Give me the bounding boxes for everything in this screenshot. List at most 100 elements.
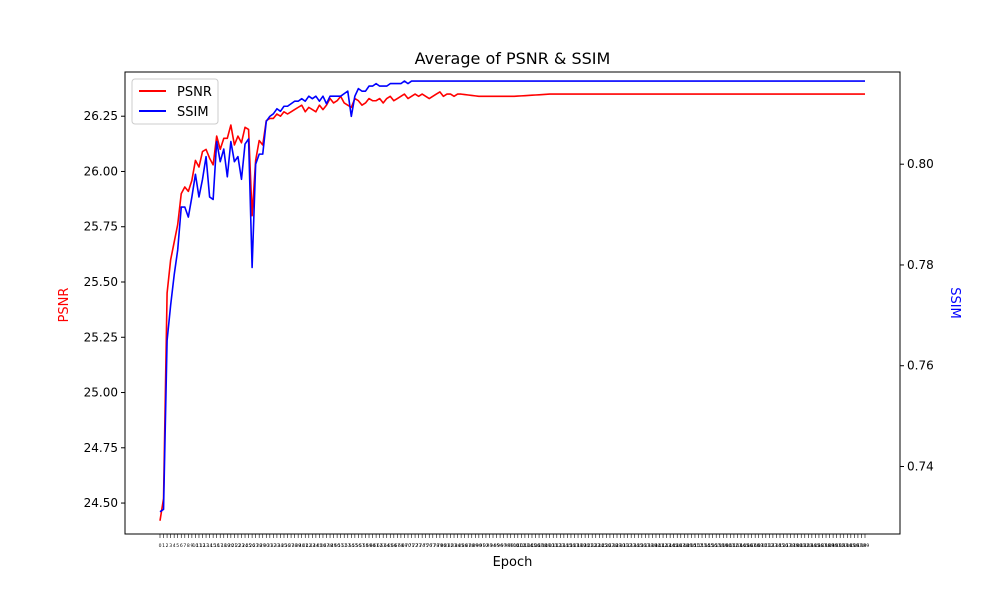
x-tick-label: 174 [772,543,781,549]
right-tick-label: 0.78 [907,258,934,272]
x-tick-label: 135 [634,543,643,549]
x-tick-label: 123 [591,543,600,549]
x-tick-label: 10 [193,543,199,549]
x-tick-label: 115 [563,543,572,549]
x-axis-label: Epoch [493,555,533,570]
left-axis-label: PSNR [57,288,72,323]
x-tick-label: 175 [776,543,785,549]
x-tick-label: 149 [684,543,693,549]
x-tick-label: 168 [751,543,760,549]
x-tick-label: 6 [180,543,183,549]
x-tick-label: 121 [584,543,593,549]
x-tick-label: 72 [412,543,418,549]
x-tick-label: 111 [549,543,558,549]
x-tick-label: 7 [183,543,186,549]
left-tick-label: 25.50 [84,275,118,289]
x-tick-label: 162 [730,543,739,549]
x-tick-label: 74 [419,543,425,549]
x-tick-label: 27 [253,543,259,549]
x-tick-label: 18 [221,543,227,549]
x-tick-label: 190 [829,543,838,549]
x-tick-label: 89 [472,543,478,549]
x-tick-label: 142 [659,543,668,549]
x-tick-label: 177 [783,543,792,549]
x-tick-label: 62 [377,543,383,549]
x-tick-label: 40 [299,543,305,549]
x-tick-label: 93 [487,543,493,549]
x-tick-label: 195 [847,543,856,549]
x-tick-label: 22 [235,543,241,549]
x-tick-label: 144 [666,543,675,549]
x-tick-label: 28 [256,543,262,549]
left-tick-label: 24.75 [84,441,118,455]
x-tick-label: 68 [398,543,404,549]
x-tick-label: 78 [433,543,439,549]
right-tick-label: 0.80 [907,157,934,171]
x-tick-label: 53 [345,543,351,549]
x-tick-label: 77 [430,543,436,549]
x-tick-label: 102 [517,543,526,549]
right-tick-label: 0.76 [907,359,934,373]
x-tick-label: 153 [698,543,707,549]
x-tick-label: 194 [843,543,852,549]
x-tick-label: 31 [267,543,273,549]
x-tick-label: 82 [448,543,454,549]
x-tick-label: 172 [765,543,774,549]
x-tick-label: 80 [441,543,447,549]
x-tick-label: 108 [538,543,547,549]
x-tick-label: 83 [451,543,457,549]
x-tick-label: 138 [645,543,654,549]
series-line-ssim [159,80,865,513]
x-tick-label: 124 [595,543,604,549]
x-tick-label: 130 [616,543,625,549]
left-tick-label: 25.25 [84,330,118,344]
x-tick-label: 84 [455,543,461,549]
x-tick-label: 120 [581,543,590,549]
x-tick-label: 79 [437,543,443,549]
x-tick-label: 96 [497,543,503,549]
x-tick-label: 132 [623,543,632,549]
x-tick-label: 155 [705,543,714,549]
x-tick-label: 199 [861,543,870,549]
x-tick-label: 24 [242,543,248,549]
x-tick-label: 38 [292,543,298,549]
x-tick-label: 52 [341,543,347,549]
x-tick-label: 118 [574,543,583,549]
series-line-psnr [159,91,865,521]
x-tick-label: 139 [648,543,657,549]
x-tick-label: 112 [552,543,561,549]
x-tick-label: 170 [758,543,767,549]
x-tick-label: 36 [285,543,291,549]
x-tick-label: 163 [733,543,742,549]
x-tick-label: 43 [309,543,315,549]
left-tick-label: 25.00 [84,386,118,400]
x-tick-label: 110 [545,543,554,549]
x-tick-label: 113 [556,543,565,549]
x-tick-label: 8 [187,543,190,549]
x-tick-label: 164 [737,543,746,549]
x-tick-label: 197 [854,543,863,549]
x-tick-label: 63 [380,543,386,549]
x-tick-label: 51 [338,543,344,549]
x-tick-label: 125 [599,543,608,549]
x-tick-label: 50 [334,543,340,549]
x-tick-label: 71 [409,543,415,549]
x-tick-label: 92 [483,543,489,549]
x-tick-label: 192 [836,543,845,549]
x-tick-label: 16 [214,543,220,549]
x-tick-label: 54 [348,543,354,549]
x-tick-label: 94 [490,543,496,549]
left-tick-label: 24.50 [84,496,118,510]
x-tick-label: 65 [387,543,393,549]
x-tick-label: 87 [465,543,471,549]
x-tick-label: 131 [620,543,629,549]
x-tick-label: 156 [708,543,717,549]
x-tick-label: 1 [162,543,165,549]
x-tick-label: 95 [494,543,500,549]
right-axis: 0.74 0.76 0.78 0.80 [900,157,934,473]
x-tick-label: 133 [627,543,636,549]
x-tick-label: 182 [800,543,809,549]
x-tick-label: 26 [249,543,255,549]
x-tick-label: 5 [176,543,179,549]
x-tick-label: 180 [793,543,802,549]
